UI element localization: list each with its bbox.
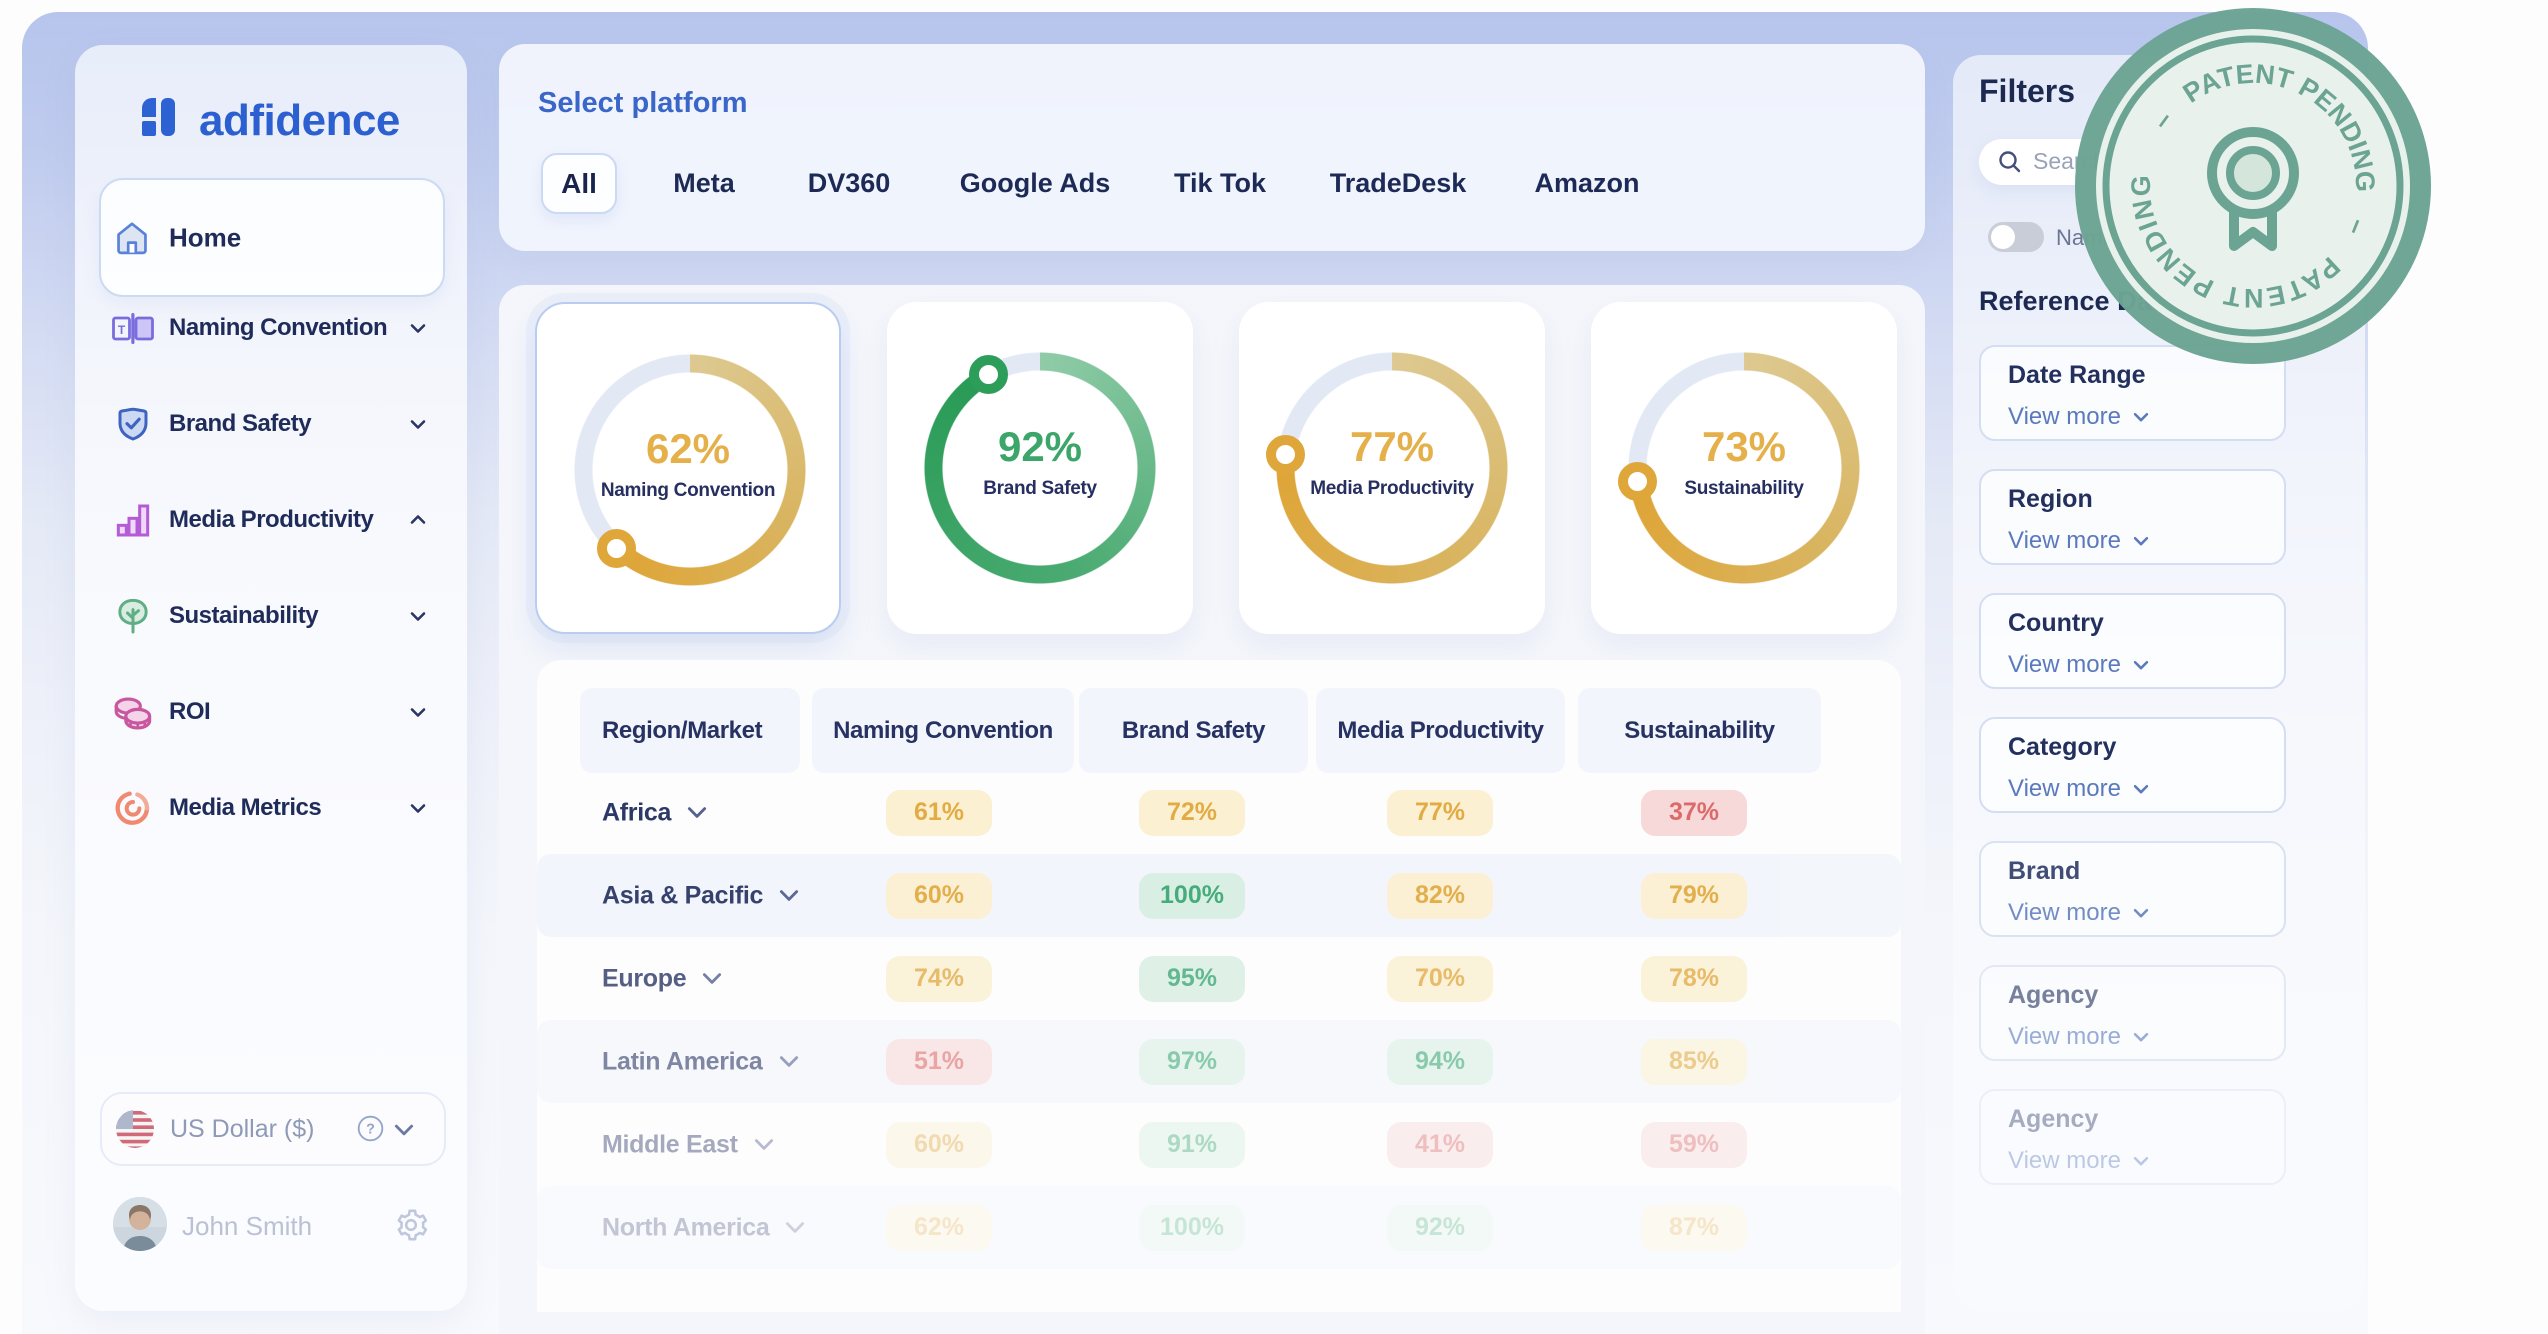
svg-text:T: T bbox=[118, 323, 126, 337]
svg-text:?: ? bbox=[366, 1122, 375, 1138]
